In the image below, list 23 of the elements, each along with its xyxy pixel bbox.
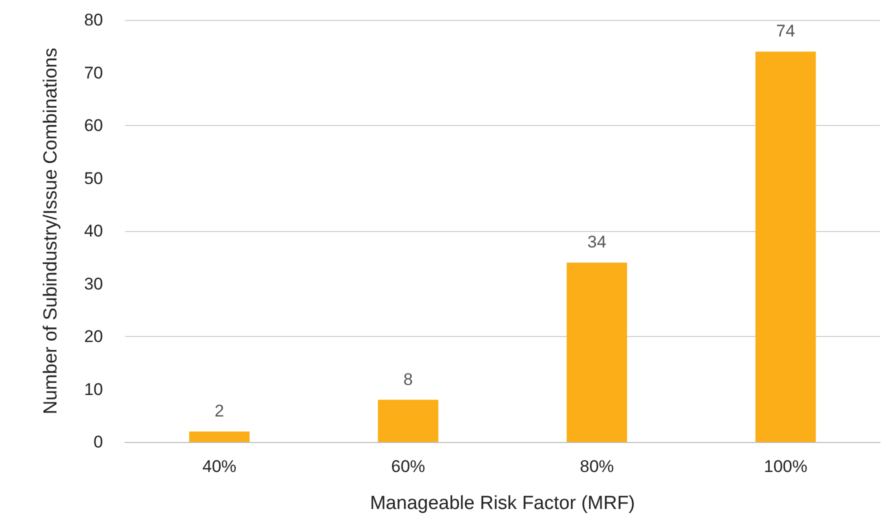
data-label: 74: [776, 22, 796, 41]
y-tick-label: 20: [84, 327, 103, 346]
y-tick-label: 50: [84, 168, 103, 188]
data-label: 8: [403, 370, 413, 389]
x-tick-label: 100%: [764, 457, 808, 476]
x-tick-label: 60%: [391, 457, 426, 476]
x-tick-label: 80%: [580, 457, 614, 476]
bar: [378, 400, 438, 442]
y-tick-label: 30: [84, 274, 103, 294]
data-label: 34: [587, 232, 606, 252]
x-axis-title: Manageable Risk Factor (MRF): [370, 493, 636, 514]
x-tick-label: 40%: [202, 457, 236, 476]
y-tick-label: 10: [84, 380, 103, 399]
data-label: 2: [214, 401, 224, 420]
bar: [189, 431, 250, 442]
bar: [566, 262, 628, 442]
y-tick-label: 60: [84, 116, 103, 135]
y-tick-label: 70: [84, 63, 103, 82]
y-tick-label: 40: [84, 222, 103, 240]
y-axis-title: Number of Subindustry/Issue Combinations: [40, 48, 62, 414]
y-tick-label: 80: [84, 10, 103, 30]
bar: [755, 52, 816, 442]
y-tick-label: 0: [94, 432, 103, 452]
